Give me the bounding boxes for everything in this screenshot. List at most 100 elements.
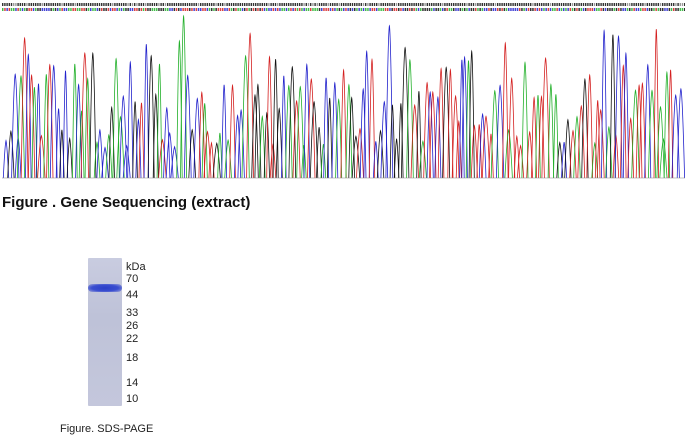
trace-peak <box>376 129 385 179</box>
trace-peak <box>667 69 674 179</box>
trace-peak <box>307 78 316 179</box>
trace-peak <box>55 108 62 179</box>
trace-peak <box>481 115 491 179</box>
trace-peak <box>66 136 73 179</box>
marker-label: 14 <box>126 377 139 389</box>
trace-peak <box>521 61 529 179</box>
trace-peak <box>426 90 434 179</box>
trace-peak <box>447 68 454 179</box>
sequencing-chromatogram <box>2 2 685 182</box>
trace-peak <box>180 14 187 179</box>
trace-peak <box>105 133 113 179</box>
trace-peak <box>93 140 101 179</box>
trace-peak <box>596 108 605 179</box>
trace-peak <box>601 30 608 179</box>
trace-peak <box>251 93 259 179</box>
trace-peak <box>229 83 236 179</box>
trace-peak <box>569 129 577 179</box>
trace-peak <box>581 77 589 179</box>
trace-peak <box>488 133 494 179</box>
trace-peak <box>198 90 206 179</box>
protein-band <box>88 284 122 292</box>
trace-peak <box>78 110 85 179</box>
trace-peak <box>62 70 69 179</box>
trace-peak <box>212 142 221 179</box>
trace-peak <box>281 75 287 179</box>
trace-peak <box>620 64 627 179</box>
marker-label: 18 <box>126 352 139 364</box>
trace-peak <box>470 124 478 179</box>
trace-peak <box>434 95 442 179</box>
trace-peak <box>323 77 329 179</box>
trace-peak <box>112 57 120 179</box>
sds-page-caption: Figure. SDS-PAGE <box>60 423 154 435</box>
trace-peak <box>586 73 593 179</box>
trace-peak <box>301 145 307 179</box>
trace-peak <box>80 51 89 179</box>
trace-peak <box>508 77 516 179</box>
trace-peak <box>389 104 396 179</box>
trace-peak <box>272 59 279 179</box>
trace-peak <box>594 100 601 179</box>
trace-peak <box>147 54 155 179</box>
trace-peak <box>635 83 643 179</box>
trace-peak <box>622 51 629 179</box>
trace-peak <box>496 84 505 179</box>
trace-peak <box>345 83 353 179</box>
trace-peak <box>49 64 58 179</box>
trace-peak <box>504 128 513 179</box>
trace-peak <box>254 83 262 179</box>
gene-sequencing-caption: Figure . Gene Sequencing (extract) <box>2 194 251 211</box>
trace-peak <box>259 115 266 179</box>
trace-peak <box>573 115 581 179</box>
trace-peak <box>292 99 301 179</box>
trace-peak <box>101 146 109 179</box>
trace-peak <box>43 74 50 179</box>
trace-peak <box>368 57 376 179</box>
trace-peak <box>406 58 414 179</box>
trace-peak <box>416 91 422 179</box>
trace-peak <box>348 96 355 179</box>
trace-peak <box>561 142 567 179</box>
trace-peak <box>208 141 215 179</box>
trace-peak <box>143 44 149 179</box>
trace-peak <box>17 74 25 179</box>
trace-peak <box>165 131 174 179</box>
trace-peak <box>158 138 167 179</box>
marker-label: 70 <box>126 273 139 285</box>
trace-peak <box>663 70 670 179</box>
trace-peak <box>11 73 20 179</box>
trace-peak <box>502 41 509 179</box>
trace-peak <box>656 105 665 179</box>
trace-peak <box>275 107 283 179</box>
trace-peak <box>327 97 333 179</box>
trace-peak <box>659 137 668 179</box>
marker-label: 22 <box>126 333 139 345</box>
trace-peak <box>309 100 319 179</box>
trace-peak <box>183 74 192 179</box>
trace-peak <box>653 29 659 179</box>
marker-label: 33 <box>126 307 139 319</box>
trace-peak <box>564 118 572 179</box>
trace-peak <box>266 55 273 179</box>
trace-peak <box>241 54 250 179</box>
trace-peak <box>676 87 685 179</box>
trace-peak <box>46 63 54 179</box>
trace-peak <box>418 139 427 179</box>
marker-label: 10 <box>126 393 139 405</box>
trace-peak <box>89 51 97 179</box>
trace-peak <box>468 49 475 179</box>
trace-peak <box>263 111 270 179</box>
trace-peak <box>2 139 10 179</box>
trace-peak <box>320 144 327 179</box>
trace-peak <box>363 49 370 179</box>
trace-peak <box>437 67 445 179</box>
trace-peak <box>517 144 525 179</box>
trace-peak <box>556 141 564 179</box>
trace-peak <box>135 118 142 179</box>
trace-peak <box>269 143 277 179</box>
trace-peak <box>122 144 131 179</box>
trace-peak <box>373 141 379 179</box>
trace-peak <box>356 127 364 179</box>
trace-peak <box>288 65 297 179</box>
